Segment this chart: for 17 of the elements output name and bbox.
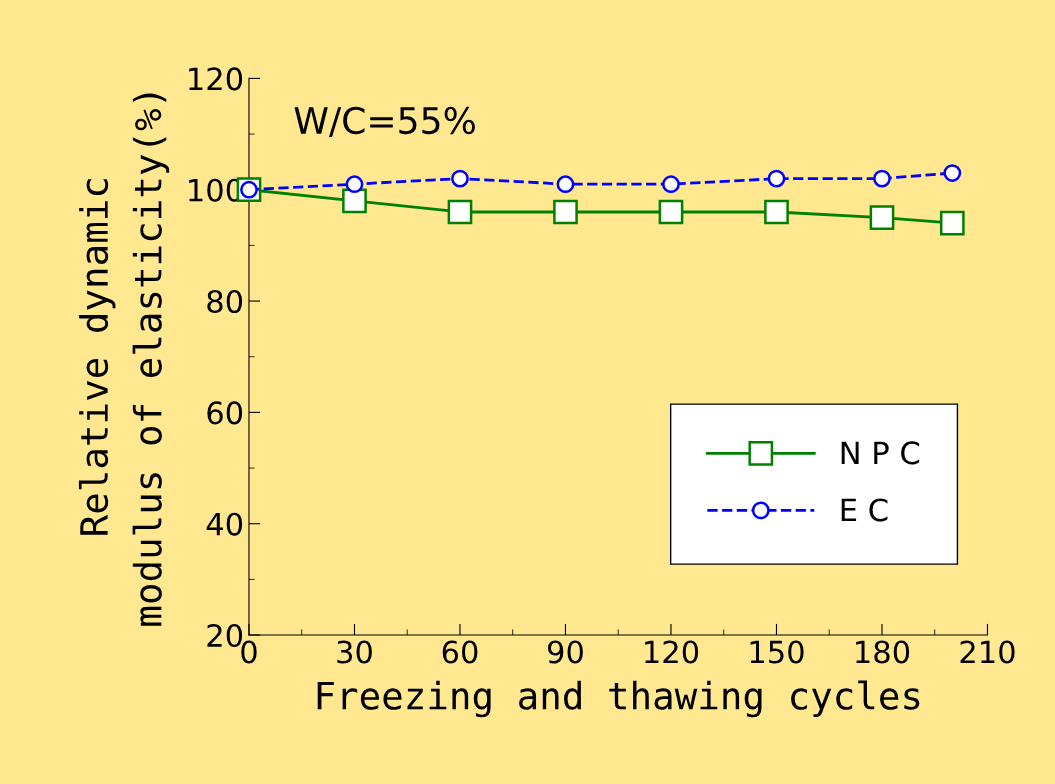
x-tick-label: 90 — [547, 640, 583, 664]
x-tick-label: 30 — [337, 640, 372, 664]
y-tick-label: 40 — [206, 512, 243, 536]
annotation: W/C=55% — [294, 106, 475, 138]
legend-label: E C — [841, 498, 888, 522]
y-tick-label: 120 — [189, 67, 243, 91]
x-tick-label: 150 — [750, 640, 804, 664]
y-tick-label: 60 — [207, 401, 243, 425]
x-tick-label: 180 — [856, 640, 910, 664]
x-tick-label: 120 — [645, 640, 699, 664]
x-tick-label: 0 — [241, 640, 257, 664]
x-tick-label: 60 — [442, 640, 478, 664]
y-tick-label: 80 — [207, 289, 243, 314]
x-tick-label: 210 — [960, 640, 1015, 664]
y-axis-title: Relative dynamic modulus of elasticity(%) — [78, 93, 170, 626]
legend-label: N P C — [841, 441, 920, 465]
x-axis-title: Freezing and thawing cycles — [317, 680, 920, 718]
